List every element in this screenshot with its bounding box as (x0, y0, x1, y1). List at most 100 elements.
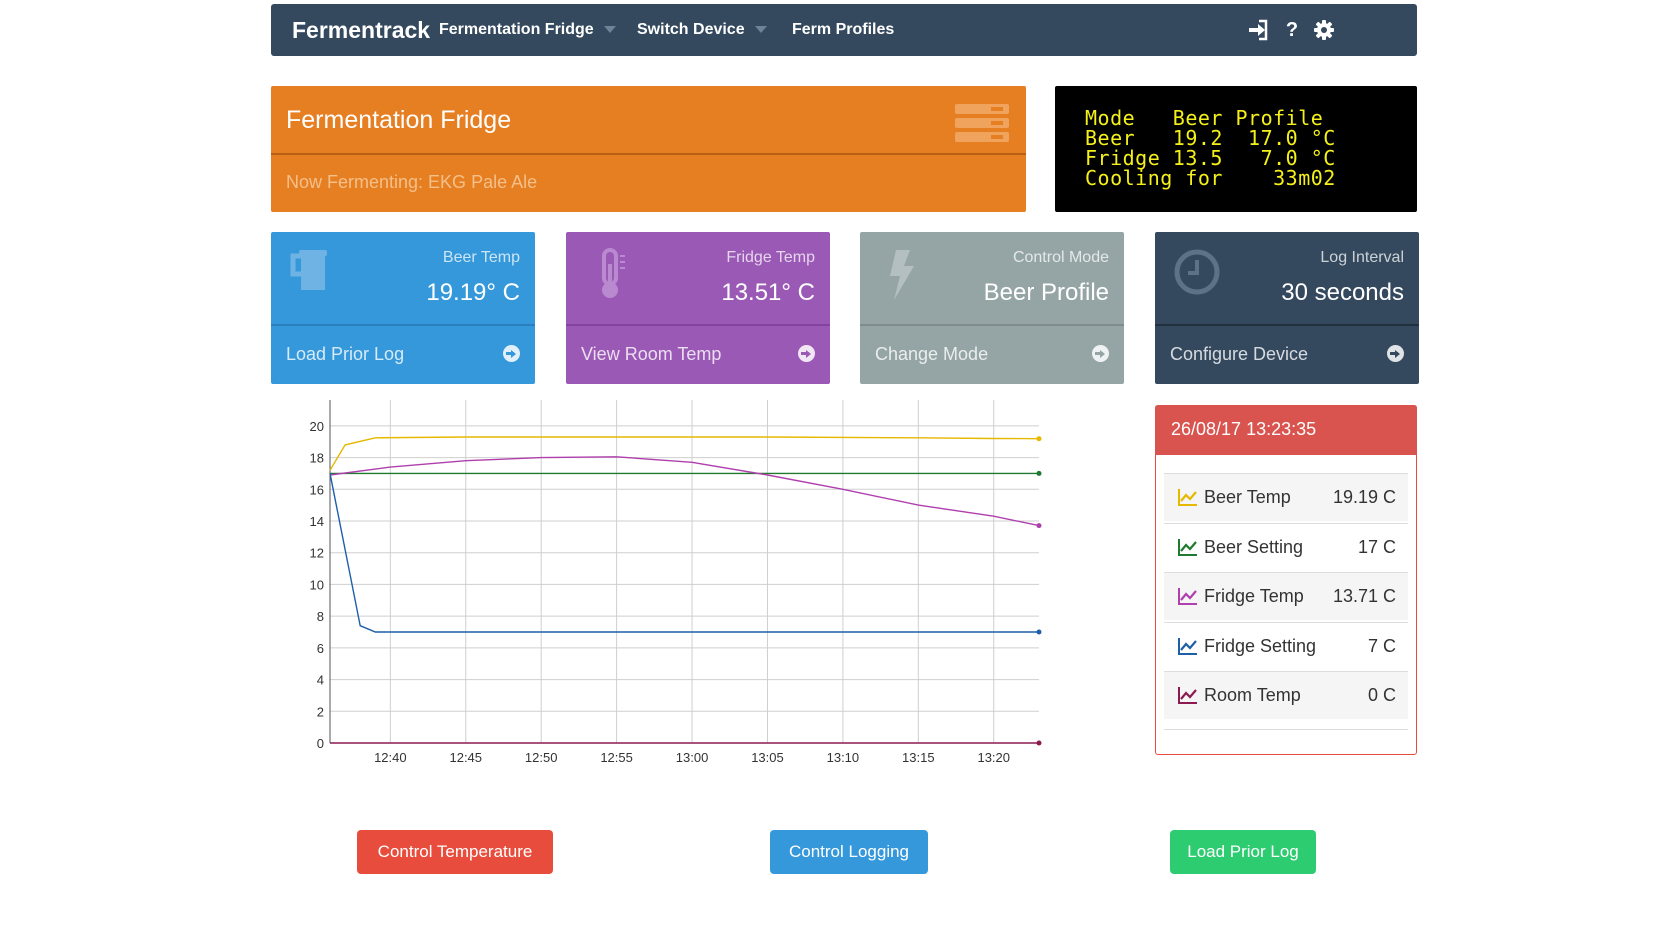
lcd-line: Cooling for 33m02 (1085, 166, 1336, 190)
card-label: Log Interval (1320, 249, 1404, 266)
nav-switch-device[interactable]: Switch Device (637, 4, 767, 56)
legend-row[interactable]: Fridge Setting 7 C (1164, 621, 1408, 670)
control-mode-card: Control Mode Beer Profile Change Mode (860, 232, 1124, 384)
nav-ferm-profiles[interactable]: Ferm Profiles (792, 4, 894, 56)
card-label: Control Mode (1012, 249, 1109, 266)
series-line (329, 436, 1040, 471)
load-prior-log-button[interactable]: Load Prior Log (1170, 830, 1316, 874)
device-title: Fermentation Fridge (286, 106, 512, 134)
series-endpoint (1036, 523, 1042, 529)
load-prior-log-link[interactable]: Load Prior Log (286, 344, 405, 364)
bolt-icon (876, 246, 930, 300)
card-value: 19.19° C (426, 279, 520, 306)
arrow-circle-right-icon[interactable] (798, 345, 815, 362)
configure-device-link[interactable]: Configure Device (1170, 344, 1309, 364)
control-temperature-button[interactable]: Control Temperature (357, 830, 553, 874)
y-tick-label: 0 (317, 736, 324, 751)
lcd-line: Fridge 13.5 7.0 °C (1085, 146, 1336, 170)
navbar: Fermentrack Fermentation Fridge Switch D… (271, 4, 1417, 56)
thermometer-icon (582, 246, 636, 300)
legend-series-value: 19.19 C (1332, 487, 1396, 507)
card-value: 30 seconds (1281, 279, 1404, 306)
nav-ferm-profiles-label: Ferm Profiles (792, 21, 895, 38)
temperature-chart[interactable]: 0 2 4 6 8 10 12 14 16 18 20 12:40 12:45 12:50 12:55 13:… (290, 398, 1135, 808)
line-chart-icon (1178, 686, 1198, 704)
control-logging-button[interactable]: Control Logging (770, 830, 928, 874)
lcd-display: Mode Beer Profile Beer 19.2 17.0 °C Frid… (1055, 86, 1417, 212)
clock-icon (1171, 246, 1225, 300)
card-value: 13.51° C (721, 279, 815, 306)
legend-row[interactable]: Beer Temp 19.19 C (1164, 473, 1408, 521)
nav-device-menu-label: Fermentation Fridge (439, 21, 594, 38)
legend-row[interactable]: Room Temp 0 C (1164, 671, 1408, 719)
legend-series-value: 7 C (1367, 635, 1396, 656)
series-endpoint (1036, 470, 1042, 476)
log-interval-card: Log Interval 30 seconds Configure Device (1155, 232, 1419, 384)
divider (1164, 729, 1408, 730)
card-label: Fridge Temp (726, 249, 815, 266)
y-tick-label: 14 (310, 514, 324, 529)
line-chart-icon (1178, 637, 1198, 655)
x-tick-label: 12:55 (600, 750, 633, 765)
legend-series-name: Beer Setting (1204, 536, 1304, 557)
card-label: Beer Temp (442, 249, 520, 266)
legend-series-name: Fridge Setting (1204, 635, 1317, 656)
device-panel: Fermentation Fridge Now Fermenting: EKG … (271, 86, 1026, 212)
divider (860, 324, 1124, 326)
legend-timestamp: 26/08/17 13:23:35 (1171, 419, 1317, 439)
legend-series-name: Room Temp (1204, 685, 1301, 705)
lcd-line: Mode Beer Profile (1085, 106, 1324, 130)
nav-device-menu[interactable]: Fermentation Fridge (439, 4, 616, 56)
legend-series-name: Beer Temp (1204, 487, 1291, 507)
series-endpoint (1036, 740, 1042, 746)
lcd-line: Beer 19.2 17.0 °C (1085, 126, 1336, 150)
legend-series-value: 17 C (1357, 536, 1396, 557)
legend-row[interactable]: Beer Setting 17 C (1164, 522, 1408, 571)
y-tick-label: 4 (317, 673, 324, 688)
legend-row[interactable]: Fridge Temp 13.71 C (1164, 572, 1408, 620)
y-tick-label: 8 (317, 609, 324, 624)
legend-series-value: 13.71 C (1332, 586, 1396, 606)
legend-series-value: 0 C (1367, 685, 1396, 705)
nav-switch-device-label: Switch Device (637, 21, 745, 38)
line-chart-icon (1178, 538, 1198, 556)
gear-icon[interactable] (1313, 19, 1335, 41)
x-tick-label: 13:15 (902, 750, 935, 765)
legend-series-name: Fridge Temp (1204, 586, 1304, 606)
arrow-circle-right-icon[interactable] (1387, 345, 1404, 362)
y-tick-label: 16 (310, 482, 324, 497)
y-tick-label: 10 (310, 577, 324, 592)
arrow-circle-right-icon[interactable] (503, 345, 520, 362)
change-mode-link[interactable]: Change Mode (875, 344, 989, 364)
x-tick-label: 13:10 (827, 750, 860, 765)
y-tick-label: 18 (310, 451, 324, 466)
chevron-down-icon (754, 26, 767, 34)
y-tick-label: 12 (310, 546, 324, 561)
x-tick-label: 12:40 (374, 750, 407, 765)
beer-temp-card: Beer Temp 19.19° C Load Prior Log (271, 232, 535, 384)
x-tick-label: 12:50 (525, 750, 558, 765)
y-tick-label: 6 (317, 641, 324, 656)
divider (1155, 324, 1419, 326)
sign-in-icon[interactable] (1247, 19, 1269, 41)
legend-header: 26/08/17 13:23:35 (1155, 405, 1417, 455)
card-value: Beer Profile (983, 279, 1109, 306)
server-icon (955, 104, 1009, 144)
x-tick-label: 13:05 (751, 750, 784, 765)
brand-logo[interactable]: Fermentrack (292, 17, 431, 43)
divider (271, 324, 535, 326)
divider (271, 153, 1026, 155)
x-tick-label: 13:20 (977, 750, 1010, 765)
view-room-temp-link[interactable]: View Room Temp (581, 344, 722, 364)
x-tick-label: 12:45 (449, 750, 482, 765)
divider (566, 324, 830, 326)
fridge-temp-card: Fridge Temp 13.51° C View Room Temp (566, 232, 830, 384)
help-icon[interactable]: ? (1285, 19, 1299, 41)
line-chart-icon (1178, 488, 1198, 506)
legend-panel: 26/08/17 13:23:35 Beer Temp 19.19 C Beer S… (1155, 405, 1417, 755)
y-tick-label: 20 (310, 419, 324, 434)
arrow-circle-right-icon[interactable] (1092, 345, 1109, 362)
chevron-down-icon (603, 26, 616, 34)
series-line (329, 456, 1040, 527)
y-tick-label: 2 (317, 704, 324, 719)
